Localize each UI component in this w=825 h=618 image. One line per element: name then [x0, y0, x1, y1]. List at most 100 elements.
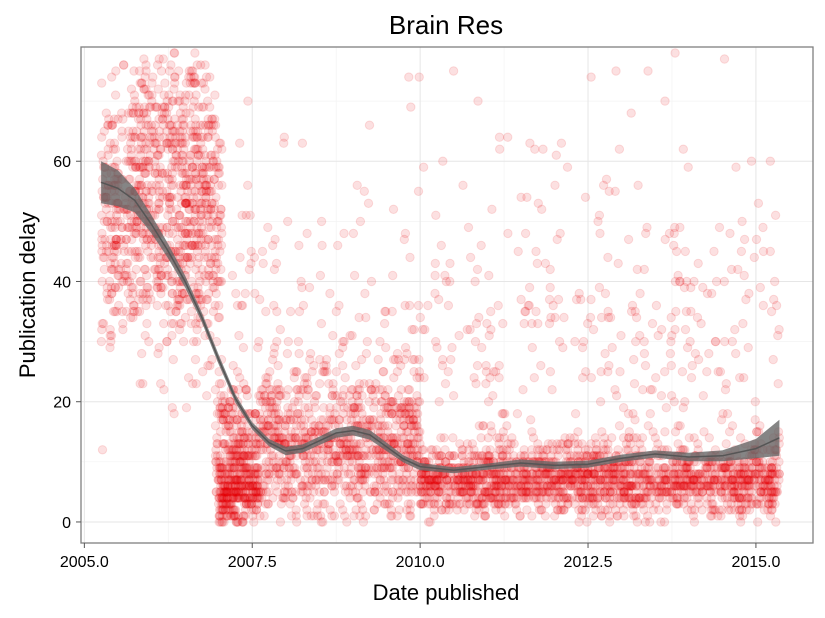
data-point [648, 505, 659, 515]
data-point [163, 210, 173, 221]
data-point [626, 306, 637, 317]
data-point [159, 90, 169, 100]
data-point [330, 481, 340, 491]
data-point [473, 96, 483, 106]
data-point [191, 379, 201, 389]
data-point [144, 156, 154, 166]
data-point [533, 439, 543, 449]
data-point [363, 463, 374, 473]
data-point [562, 162, 573, 172]
data-point [268, 240, 278, 251]
data-point [630, 415, 640, 425]
data-point [478, 421, 488, 431]
data-point [557, 505, 567, 515]
data-point [645, 409, 655, 419]
data-point [719, 276, 729, 287]
data-point [749, 252, 759, 263]
data-point [209, 120, 219, 130]
data-point [735, 373, 745, 383]
data-point [586, 72, 596, 82]
data-point [550, 475, 561, 485]
data-point [212, 234, 222, 245]
data-point [319, 403, 329, 413]
data-point [198, 120, 208, 130]
data-point [184, 240, 194, 251]
data-point [192, 222, 202, 233]
data-point [175, 90, 185, 100]
data-point [555, 487, 565, 497]
data-point [434, 397, 444, 407]
data-point [660, 96, 670, 106]
data-point [175, 300, 185, 311]
data-point [178, 114, 189, 124]
data-point [313, 499, 323, 509]
data-point [216, 276, 227, 287]
data-point [126, 84, 137, 94]
data-point [99, 264, 110, 275]
data-point [350, 475, 360, 485]
data-point [148, 252, 158, 263]
data-point [128, 288, 138, 299]
data-point [192, 246, 203, 257]
data-point [129, 66, 139, 76]
data-point [716, 463, 727, 473]
data-point [203, 210, 213, 221]
data-point [219, 517, 229, 527]
data-point [774, 324, 784, 335]
data-point [156, 270, 167, 281]
data-point [554, 336, 565, 347]
data-point [144, 336, 154, 347]
data-point [155, 144, 166, 154]
data-point [162, 264, 173, 275]
data-point [195, 276, 205, 287]
data-point [145, 132, 155, 142]
data-point [102, 216, 112, 227]
data-point [131, 228, 142, 239]
data-point [770, 276, 780, 287]
data-point [359, 379, 369, 389]
data-point [182, 252, 192, 263]
data-point [612, 511, 622, 521]
data-point [559, 312, 569, 323]
data-point [527, 342, 537, 353]
data-point [473, 487, 483, 497]
data-point [97, 132, 107, 142]
data-point [236, 421, 247, 431]
data-point [194, 252, 204, 263]
data-point [340, 487, 351, 497]
data-point [254, 391, 264, 401]
data-point [349, 270, 360, 281]
data-point [190, 186, 200, 197]
data-point [149, 132, 160, 142]
data-point [113, 114, 123, 124]
data-point [98, 252, 108, 263]
data-point [121, 306, 132, 317]
data-point [131, 228, 141, 239]
data-point [769, 487, 779, 497]
data-point [204, 216, 214, 227]
data-point [440, 379, 451, 389]
data-point [470, 276, 480, 287]
data-point [763, 499, 773, 509]
data-point [198, 174, 209, 185]
data-point [309, 360, 319, 371]
data-point [302, 228, 312, 239]
data-point [175, 318, 185, 329]
data-point [163, 270, 173, 281]
data-point [309, 397, 320, 407]
data-point [153, 150, 163, 160]
data-point [417, 445, 427, 455]
data-point [101, 108, 112, 118]
data-point [686, 306, 696, 317]
data-point [210, 234, 220, 245]
data-point [161, 270, 171, 281]
gridlines [81, 47, 813, 543]
data-point [131, 222, 141, 233]
data-point [375, 475, 386, 485]
data-point [272, 421, 283, 431]
data-point [671, 246, 682, 257]
data-point [286, 475, 296, 485]
x-tick-label: 2015.0 [731, 554, 780, 571]
data-point [109, 114, 120, 124]
data-point [613, 258, 623, 269]
